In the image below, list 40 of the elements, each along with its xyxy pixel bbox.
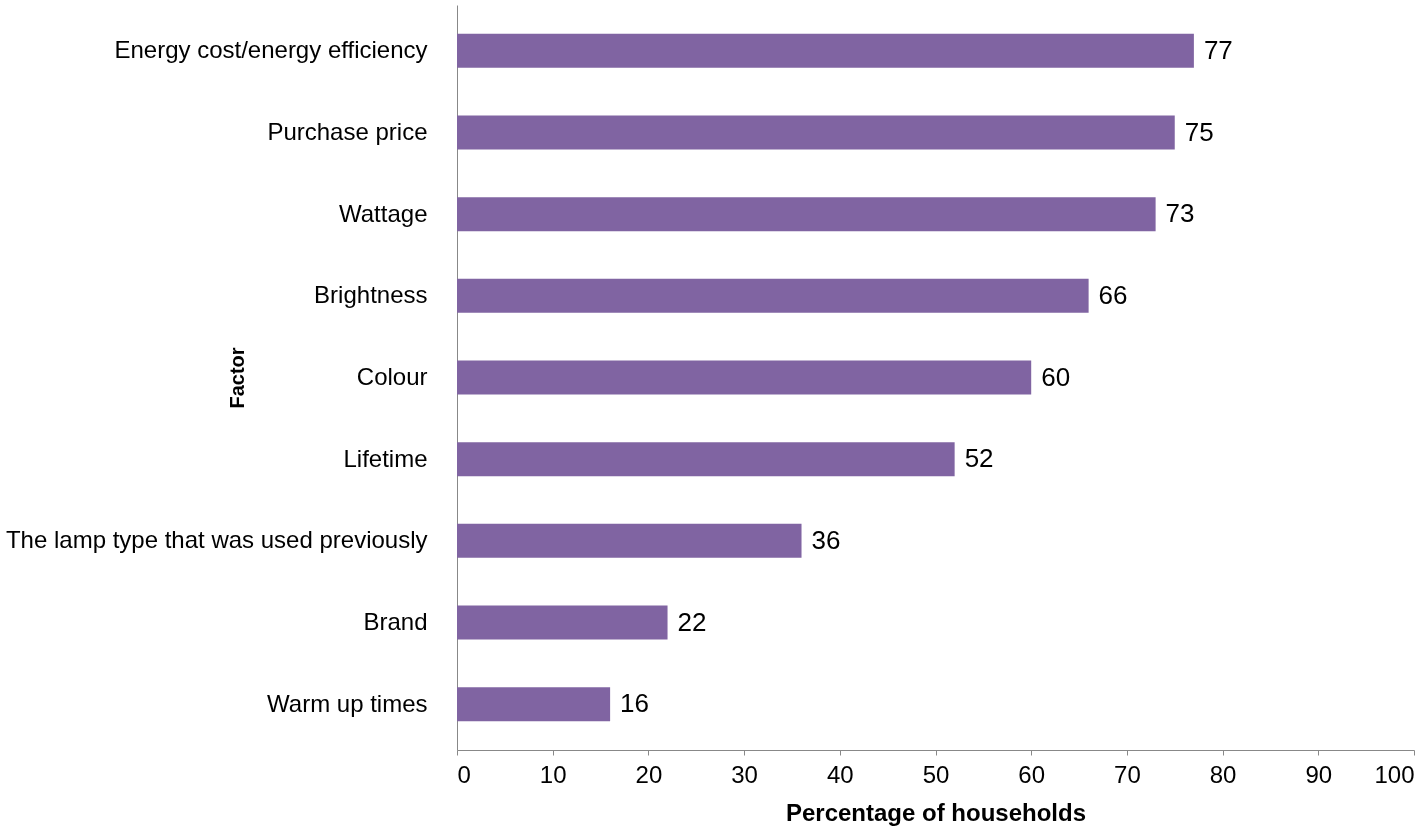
x-tick-label: 50	[922, 760, 950, 788]
bar	[457, 605, 668, 640]
x-tick-label: 90	[1305, 760, 1333, 788]
data-label: 52	[964, 443, 994, 474]
y-tick-label: Colour	[356, 363, 428, 390]
data-label: 77	[1203, 34, 1233, 65]
y-tick-label: Wattage	[339, 199, 428, 227]
data-label: 60	[1041, 361, 1071, 392]
x-tick-label: 10	[539, 760, 567, 788]
x-tick-label: 0	[457, 760, 471, 788]
y-tick-label: Brightness	[314, 281, 428, 309]
y-tick-label: Warm up times	[267, 689, 428, 717]
bar	[457, 278, 1089, 313]
data-label: 22	[677, 606, 707, 637]
bar	[457, 115, 1175, 150]
y-axis-title: Factor	[225, 347, 248, 409]
bar	[457, 197, 1156, 232]
bar	[457, 442, 955, 477]
data-label: 75	[1184, 116, 1214, 147]
bar	[457, 687, 611, 722]
data-label: 16	[620, 688, 650, 719]
y-tick-label: Purchase price	[267, 118, 428, 145]
x-tick-label: 20	[635, 760, 663, 788]
data-label: 73	[1165, 198, 1195, 229]
x-tick-label: 60	[1018, 760, 1046, 788]
y-tick-label: Lifetime	[343, 444, 428, 472]
bar	[457, 33, 1194, 68]
x-tick-label: 80	[1209, 760, 1237, 788]
bar	[457, 523, 802, 558]
x-tick-label: 30	[731, 760, 758, 788]
y-tick-label: Brand	[363, 608, 428, 635]
x-tick-label: 40	[826, 760, 854, 788]
bar	[457, 360, 1032, 395]
data-label: 36	[811, 524, 841, 555]
data-label: 66	[1098, 279, 1128, 310]
x-axis-title: Percentage of households	[785, 798, 1087, 826]
y-tick-label: The lamp type that was used previously	[5, 526, 428, 554]
x-tick-label: 70	[1114, 760, 1141, 788]
y-tick-label: Energy cost/energy efficiency	[114, 36, 428, 64]
x-tick-label: 100	[1374, 760, 1415, 788]
